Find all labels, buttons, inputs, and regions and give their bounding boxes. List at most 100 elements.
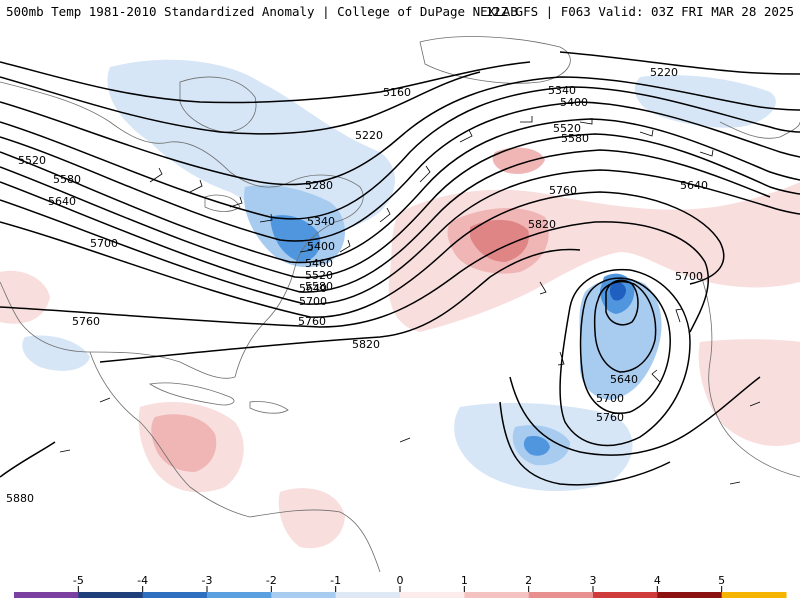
cold-region-cutoff-low (579, 278, 662, 400)
colorbar-segment (593, 592, 658, 598)
contour-5340 (0, 86, 800, 220)
colorbar-tick-label: 3 (589, 574, 597, 587)
contour-cutoff-outer (559, 268, 691, 447)
height-label: 5580 (561, 132, 589, 145)
wind-barb (339, 239, 351, 253)
wind-barb (59, 449, 71, 453)
coastlines (0, 36, 800, 572)
height-label: 5160 (383, 86, 411, 99)
wind-barb (579, 118, 593, 125)
cold-anomaly-shading (22, 59, 776, 492)
coast-hudson-bay (179, 76, 257, 133)
contour-cutoff-mid (579, 277, 671, 414)
contour-labels: 5160 5220 5220 5280 5340 5340 5400 5400 … (6, 66, 708, 505)
height-label: 5700 (596, 392, 624, 405)
wind-barb (419, 165, 431, 183)
wind-barb (259, 213, 273, 223)
colorbar-ticks (77, 586, 723, 592)
height-label: 5460 (305, 257, 333, 270)
colorbar-strip (14, 592, 787, 598)
colorbar-tick-label: 2 (525, 574, 533, 587)
colorbar-tick-label: 1 (460, 574, 468, 587)
contour-5220-b (559, 51, 800, 75)
height-label: 5400 (307, 240, 335, 253)
wind-barb (399, 437, 411, 443)
height-label: 5760 (596, 411, 624, 424)
warm-anomaly-shading (0, 147, 800, 549)
warm-region-mexico (0, 270, 50, 324)
wind-barb (149, 167, 163, 183)
height-label: 5280 (305, 179, 333, 192)
colorbar-svg (14, 586, 787, 598)
height-label: 5700 (90, 237, 118, 250)
height-label: 5760 (72, 315, 100, 328)
wind-barb (675, 308, 683, 323)
contour-5160 (0, 61, 531, 104)
coast-south-america (249, 509, 381, 572)
height-label: 5640 (610, 373, 638, 386)
map-canvas: 5160 5220 5220 5280 5340 5340 5400 5400 … (0, 36, 800, 572)
colorbar-tick-label: 0 (396, 574, 404, 587)
height-label: 5580 (305, 280, 333, 293)
wind-barb (749, 401, 761, 407)
wind-barb (189, 179, 203, 193)
contour-5880 (0, 441, 56, 478)
colorbar-segment (207, 592, 272, 598)
height-label: 5700 (299, 295, 327, 308)
wind-barbs (59, 116, 761, 485)
colorbar-tick-label: -1 (330, 574, 342, 587)
height-label: 5760 (549, 184, 577, 197)
contour-5400 (0, 101, 800, 242)
wind-barb (639, 129, 654, 137)
warm-region-south-america (278, 488, 345, 549)
height-label: 5820 (352, 338, 380, 351)
height-label: 5520 (553, 122, 581, 135)
contour-5520 (0, 133, 800, 279)
colorbar-tick-label: -5 (72, 574, 84, 587)
wind-barb (459, 129, 473, 143)
model-run-title: 12Z GFS | F063 Valid: 03Z FRI MAR 28 202… (485, 4, 794, 19)
colorbar-tick-label: -4 (137, 574, 149, 587)
height-label: 5400 (560, 96, 588, 109)
contour-5460 (0, 118, 800, 264)
coast-africa (699, 271, 800, 478)
anomaly-color-legend: -5 -4 -3 -2 -1 0 1 2 3 4 5 (0, 572, 800, 600)
wind-barb (539, 281, 547, 295)
warm-region-africa (698, 339, 800, 446)
height-label: 5340 (307, 215, 335, 228)
coast-cuba (148, 382, 235, 406)
wind-barb (229, 196, 243, 208)
height-contours (0, 51, 800, 486)
colorbar-segment (657, 592, 723, 598)
wind-barb (299, 244, 313, 253)
colorbar-segment (335, 592, 401, 598)
colorbar-segment (14, 592, 79, 598)
cold-region-cutoff-center (609, 282, 626, 301)
cold-region-gulf (22, 335, 90, 371)
coast-greenland (419, 36, 571, 84)
cold-region-northeast-core (270, 215, 321, 262)
height-label: 5220 (355, 129, 383, 142)
wind-barb (520, 116, 533, 123)
weather-map: 5160 5220 5220 5280 5340 5340 5400 5400 … (0, 22, 800, 572)
colorbar-segment (142, 592, 208, 598)
coast-europe (719, 121, 800, 139)
wind-barb (379, 207, 391, 223)
colorbar-tick-label: 4 (653, 574, 661, 587)
height-label: 5580 (53, 173, 81, 186)
wind-barb (651, 369, 661, 383)
height-label: 5340 (548, 84, 576, 97)
colorbar-segment (271, 592, 337, 598)
warm-region-north-atlantic (492, 147, 545, 174)
colorbar-segment (721, 592, 787, 598)
header-bar: 500mb Temp 1981-2010 Standardized Anomal… (0, 0, 800, 22)
contour-5280 (0, 76, 800, 186)
coast-hispaniola (249, 401, 289, 414)
contour-5640-a (0, 169, 800, 305)
colorbar-segment (528, 592, 594, 598)
product-title: 500mb Temp 1981-2010 Standardized Anomal… (6, 4, 518, 19)
height-label: 5220 (650, 66, 678, 79)
height-label: 5640 (299, 282, 327, 295)
contour-5580 (0, 149, 771, 293)
colorbar-tick-label: 5 (718, 574, 726, 587)
